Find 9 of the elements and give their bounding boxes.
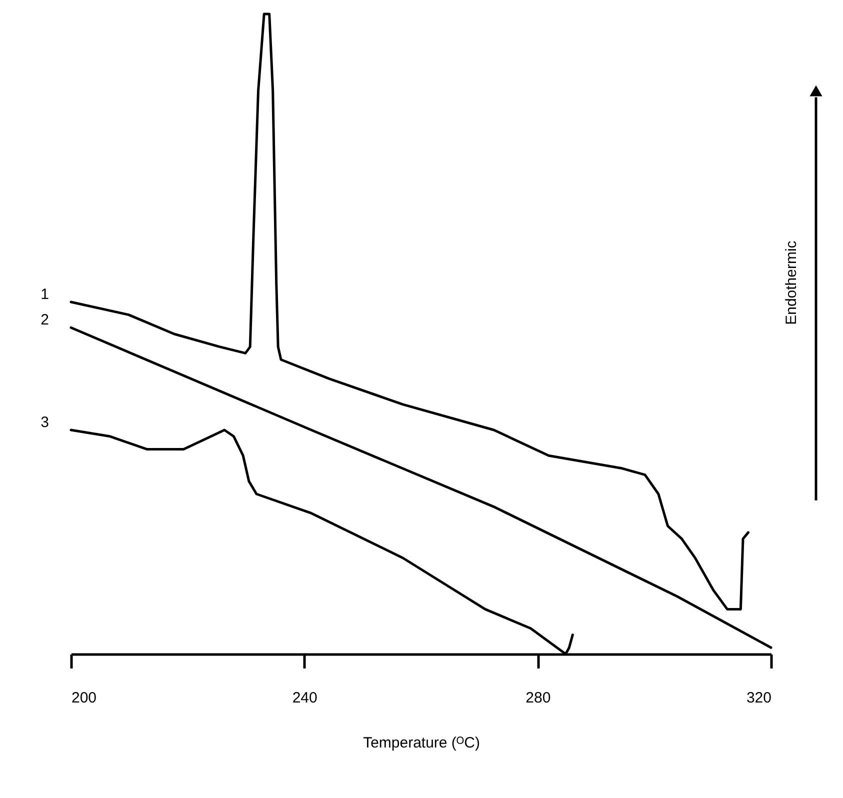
series-label: 2 xyxy=(40,312,49,329)
series-label: 3 xyxy=(40,414,49,431)
x-tick-label: 320 xyxy=(746,690,772,706)
series-label: 1 xyxy=(40,286,49,303)
text: Endothermic xyxy=(783,240,800,325)
x-tick-label: 280 xyxy=(526,690,551,706)
x-axis-title: Temperature (ᴼC) xyxy=(363,734,480,752)
x-tick-label: 240 xyxy=(292,690,318,706)
x-tick-label: 200 xyxy=(72,690,97,706)
